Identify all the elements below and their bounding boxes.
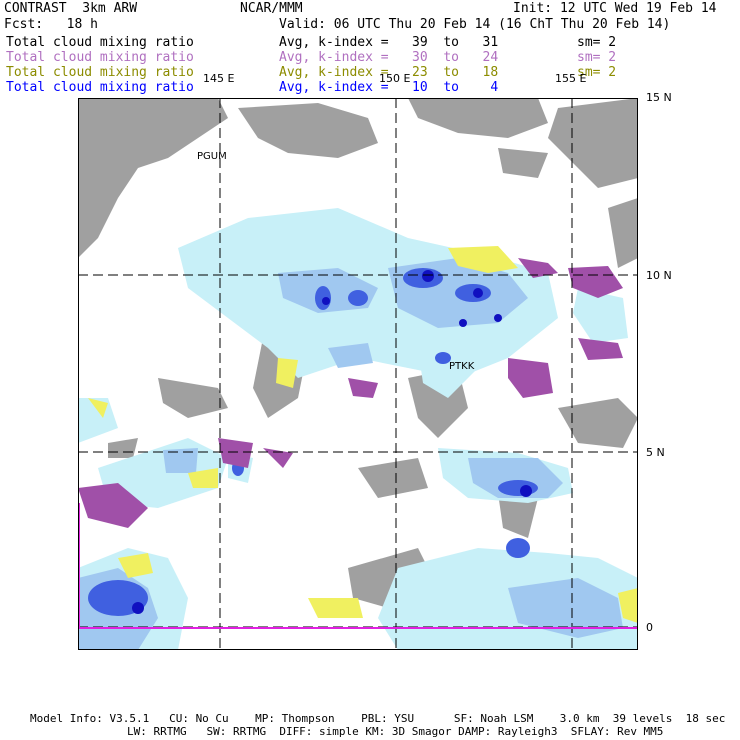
- organization: NCAR/MMM: [240, 1, 303, 16]
- cloud-layer-gray: [78, 98, 638, 608]
- footer-line-1: Model Info: V3.5.1 CU: No Cu MP: Thompso…: [30, 712, 726, 725]
- legend-sm-2: sm= 2: [577, 50, 617, 65]
- lon-label-155: 155 E: [555, 72, 587, 85]
- legend-field-2: Total cloud mixing ratio: [6, 50, 194, 65]
- legend-range-2: Avg, k-index = 30 to 24: [279, 50, 499, 65]
- valid-time: Valid: 06 UTC Thu 20 Feb 14 (16 ChT Thu …: [279, 17, 671, 32]
- station-label-ptkk: PTKK: [449, 361, 475, 372]
- cloud-layer-yellow: [88, 246, 638, 623]
- legend-sm-3: sm= 2: [577, 65, 617, 80]
- lat-label-15n: 15 N: [646, 91, 672, 104]
- cloud-layer-purple: [78, 258, 623, 528]
- legend-field-1: Total cloud mixing ratio: [6, 35, 194, 50]
- legend-field-4: Total cloud mixing ratio: [6, 80, 194, 95]
- station-label-pgum: PGUM: [197, 151, 227, 162]
- legend-field-3: Total cloud mixing ratio: [6, 65, 194, 80]
- footer-line-2: LW: RRTMG SW: RRTMG DIFF: simple KM: 3D …: [127, 725, 664, 738]
- lat-label-0: 0: [646, 621, 653, 634]
- lon-label-150: 150 E: [379, 72, 411, 85]
- lat-label-5n: 5 N: [646, 446, 665, 459]
- cloud-layer-core: [132, 270, 532, 614]
- lat-label-10n: 10 N: [646, 269, 672, 282]
- cloud-map: [78, 98, 638, 650]
- legend-sm-1: sm= 2: [577, 35, 617, 50]
- lon-label-145: 145 E: [203, 72, 235, 85]
- forecast-hour: Fcst: 18 h: [4, 17, 98, 32]
- legend-range-3: Avg, k-index = 23 to 18: [279, 65, 499, 80]
- init-time: Init: 12 UTC Wed 19 Feb 14: [513, 1, 717, 16]
- model-name: CONTRAST 3km ARW: [4, 1, 138, 16]
- legend-range-1: Avg, k-index = 39 to 31: [279, 35, 499, 50]
- map-frame: [78, 98, 638, 650]
- legend-range-4: Avg, k-index = 10 to 4: [279, 80, 499, 95]
